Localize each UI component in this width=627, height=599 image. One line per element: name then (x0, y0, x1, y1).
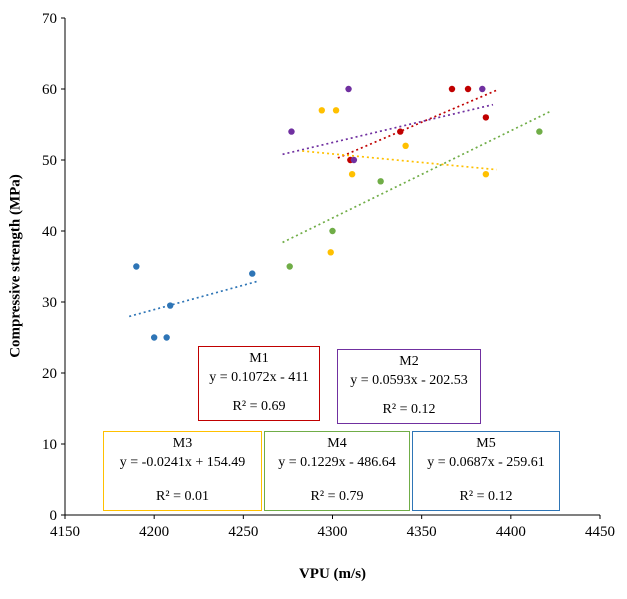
trendline-m4 (282, 110, 551, 244)
data-point-m1 (397, 128, 404, 135)
data-point-m3 (318, 107, 325, 114)
data-point-m3 (327, 249, 334, 256)
x-tick-label: 4250 (228, 524, 258, 540)
legend-box-m1: M1 y = 0.1072x - 411 R² = 0.69 (198, 346, 320, 421)
trendline-m1 (337, 88, 499, 159)
data-point-m5 (167, 302, 174, 309)
legend-box-m3: M3 y = -0.0241x + 154.49 R² = 0.01 (103, 431, 262, 511)
series-m5-r2: R² = 0.12 (459, 489, 513, 505)
series-m5-equation: y = 0.0687x - 259.61 (427, 454, 545, 470)
series-m3-equation: y = -0.0241x + 154.49 (119, 454, 246, 470)
data-point-m5 (249, 270, 256, 277)
series-m3-r2: R² = 0.01 (156, 489, 209, 505)
y-tick-label: 70 (42, 11, 57, 27)
legend-box-m5: M5 y = 0.0687x - 259.61 R² = 0.12 (412, 431, 560, 511)
x-tick-label: 4200 (139, 524, 169, 540)
data-point-m3 (402, 142, 409, 149)
series-m3-name: M3 (172, 436, 193, 451)
series-m5-name: M5 (476, 436, 496, 451)
series-m1-name: M1 (249, 351, 269, 366)
data-point-m3 (482, 171, 490, 178)
y-tick-label: 0 (50, 508, 58, 524)
x-tick-label: 4450 (585, 524, 615, 540)
data-point-m5 (150, 334, 158, 341)
data-point-m3 (332, 107, 340, 114)
data-point-m2 (345, 85, 352, 93)
series-m1-r2: R² = 0.69 (232, 399, 286, 415)
data-point-m1 (464, 85, 472, 93)
y-tick-label: 50 (42, 153, 57, 169)
data-point-m2 (350, 156, 358, 164)
y-tick-label: 60 (42, 82, 57, 98)
y-tick-label: 10 (42, 437, 57, 453)
series-m2-r2: R² = 0.12 (382, 402, 436, 418)
data-point-m4 (286, 263, 293, 270)
y-tick-label: 40 (42, 224, 57, 240)
series-m4-equation: y = 0.1229x - 486.64 (278, 454, 396, 470)
y-tick-label: 30 (42, 295, 57, 311)
legend-box-m4: M4 y = 0.1229x - 486.64 R² = 0.79 (264, 431, 410, 511)
data-point-m2 (288, 128, 295, 135)
y-tick-label: 20 (42, 366, 57, 382)
data-point-m1 (482, 114, 490, 121)
legend-box-m2: M2 y = 0.0593x - 202.53 R² = 0.12 (337, 349, 481, 424)
series-m1-equation: y = 0.1072x - 411 (209, 369, 309, 385)
data-point-m2 (479, 85, 486, 93)
y-axis-title: Compressive strength (MPa) (7, 174, 24, 358)
data-point-m3 (348, 171, 356, 178)
x-tick-label: 4350 (407, 524, 437, 540)
x-tick-label: 4150 (50, 524, 80, 540)
x-axis-title: VPU (m/s) (298, 566, 367, 582)
data-point-m5 (163, 334, 170, 341)
trendline-m3 (302, 150, 497, 171)
series-m4-r2: R² = 0.79 (310, 489, 364, 505)
data-point-m4 (329, 227, 336, 235)
x-tick-label: 4400 (496, 524, 526, 540)
data-point-m1 (448, 85, 456, 93)
trendline-m5 (128, 280, 258, 318)
series-m2-equation: y = 0.0593x - 202.53 (350, 372, 468, 388)
data-point-m5 (133, 263, 140, 270)
data-point-m4 (536, 128, 543, 135)
series-m2-name: M2 (399, 354, 419, 369)
series-m4-name: M4 (327, 436, 347, 451)
x-tick-label: 4300 (318, 524, 348, 540)
trendline-m2 (282, 103, 494, 156)
data-point-m4 (377, 178, 384, 185)
